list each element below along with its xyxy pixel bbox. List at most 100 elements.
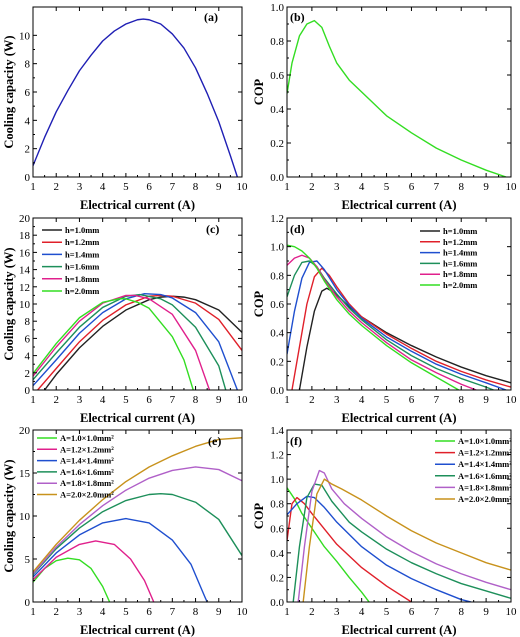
series-line-h=2.0mm <box>33 298 194 390</box>
panel-label: (b) <box>290 10 305 24</box>
panel-f: 1 2 3 4 5 6 7 8 9 10 0.0 0.2 0.4 0.6 0.8 1.0 1.2 1.4 Elect… <box>252 425 517 637</box>
legend-label: h=1.8mm <box>443 269 477 279</box>
x-tick-label: 10 <box>237 606 249 618</box>
y-tick-label: 0.6 <box>270 70 284 82</box>
legend-label: A=1.2×1.2mm² <box>458 448 512 458</box>
y-tick-label: 6 <box>25 87 31 99</box>
y-axis-label: Cooling capacity (W) <box>2 35 16 148</box>
x-tick-label: 6 <box>146 606 152 618</box>
x-tick-label: 5 <box>384 181 390 193</box>
y-tick-label: 0.4 <box>270 328 284 340</box>
legend-label: A=1.0×1.0mm² <box>60 433 114 443</box>
legend-label: A=1.4×1.4mm² <box>60 456 114 466</box>
panel-label: (d) <box>290 222 305 236</box>
y-tick-label: 20 <box>19 425 31 437</box>
series-line-h=1.0mm <box>298 287 511 390</box>
y-tick-label: 0.6 <box>270 523 284 535</box>
legend-label: A=1.2×1.2mm² <box>60 444 114 454</box>
legend-label: A=1.8×1.8mm² <box>458 482 512 492</box>
legend-label: A=1.6×1.6mm² <box>458 471 512 481</box>
y-axis-label: Cooling capacity (W) <box>2 459 16 572</box>
y-tick-label: 0.4 <box>270 104 284 116</box>
x-tick-label: 2 <box>53 394 59 406</box>
series-line-h=1.2mm <box>291 267 511 390</box>
x-tick-label: 8 <box>193 394 199 406</box>
series-line-A=1.2×1.2mm² <box>33 540 155 602</box>
x-axis-label: Electrical current (A) <box>342 411 457 425</box>
legend-label: h=1.6mm <box>443 258 477 268</box>
x-tick-label: 4 <box>359 606 365 618</box>
y-tick-label: 0 <box>25 172 31 184</box>
series-line-h=1.0mm <box>44 295 242 390</box>
y-tick-label: 4 <box>25 115 31 127</box>
y-tick-label: 0.4 <box>270 548 284 560</box>
series-line-h=1.6mm <box>287 260 494 390</box>
x-tick-label: 9 <box>216 394 222 406</box>
x-tick-label: 3 <box>334 606 340 618</box>
x-tick-label: 1 <box>30 394 36 406</box>
panel-d: 1 2 3 4 5 6 7 8 9 10 0.0 0.2 0.4 0.6 0.8 1.0 1.2 Electric… <box>252 213 517 425</box>
x-tick-label: 3 <box>77 181 83 193</box>
y-tick-label: 5 <box>25 554 31 566</box>
y-tick-label: 1.0 <box>270 474 284 486</box>
y-tick-label: 2 <box>25 144 31 156</box>
x-tick-label: 3 <box>77 606 83 618</box>
y-axis-label: Cooling capacity (W) <box>2 247 16 360</box>
x-tick-label: 1 <box>284 394 290 406</box>
panel-a: 1 2 3 4 5 6 7 8 9 10 0 2 4 6 8 10 Electrical current (A)… <box>2 6 249 212</box>
legend-label: h=1.0mm <box>443 226 477 236</box>
x-tick-label: 4 <box>100 606 106 618</box>
panel-label: (e) <box>208 434 221 448</box>
x-axis-label: Electrical current (A) <box>80 198 195 212</box>
y-tick-label: 10 <box>19 299 31 311</box>
x-tick-label: 5 <box>384 606 390 618</box>
plot-frame <box>32 6 243 178</box>
x-tick-label: 10 <box>237 394 249 406</box>
x-tick-label: 9 <box>483 394 489 406</box>
legend-label: A=1.8×1.8mm² <box>60 478 114 488</box>
x-tick-label: 7 <box>170 394 176 406</box>
y-axis-label: COP <box>252 78 266 105</box>
y-tick-label: 0.2 <box>270 138 284 150</box>
x-tick-label: 1 <box>30 181 36 193</box>
y-tick-label: 8 <box>25 316 31 328</box>
x-tick-label: 1 <box>284 606 290 618</box>
x-tick-label: 2 <box>53 606 59 618</box>
legend-label: A=1.4×1.4mm² <box>458 459 512 469</box>
series-line-h=1.4mm <box>287 260 507 390</box>
x-tick-label: 8 <box>193 181 199 193</box>
x-tick-label: 1 <box>284 181 290 193</box>
series-line-A=1.4×1.4mm² <box>33 517 208 602</box>
y-tick-label: 2 <box>25 368 31 380</box>
x-tick-label: 3 <box>77 394 83 406</box>
panel-label: (f) <box>290 434 302 448</box>
legend-label: A=2.0×2.0mm² <box>60 490 114 500</box>
x-tick-label: 7 <box>434 394 440 406</box>
y-axis-label: COP <box>252 290 266 317</box>
x-tick-label: 10 <box>237 181 249 193</box>
series-line-A=1.6×1.6mm² <box>292 483 511 602</box>
x-tick-label: 1 <box>30 606 36 618</box>
panel-label: (c) <box>206 222 219 236</box>
x-tick-label: 4 <box>100 394 106 406</box>
panel-b: 1 2 3 4 5 6 7 8 9 10 0.0 0.2 0.4 0.6 0.8 1.0 Electrical … <box>252 2 517 212</box>
y-tick-label: 8 <box>25 59 31 71</box>
series-line-A=2.0×2.0mm² <box>302 478 511 602</box>
x-tick-label: 6 <box>409 606 415 618</box>
x-tick-label: 10 <box>506 606 518 618</box>
y-tick-label: 12 <box>19 282 30 294</box>
legend-label: h=1.2mm <box>65 237 99 247</box>
series-line-h=1.8mm <box>287 254 477 390</box>
x-tick-label: 8 <box>458 181 464 193</box>
plot-frame <box>286 6 512 178</box>
x-tick-label: 6 <box>409 181 415 193</box>
x-tick-label: 5 <box>123 181 129 193</box>
panel-label: (a) <box>204 10 218 24</box>
y-tick-label: 18 <box>19 230 31 242</box>
x-tick-label: 2 <box>309 394 315 406</box>
legend-label: h=1.6mm <box>65 262 99 272</box>
x-tick-label: 10 <box>506 181 518 193</box>
x-tick-label: 5 <box>384 394 390 406</box>
series-line-main <box>287 19 507 177</box>
